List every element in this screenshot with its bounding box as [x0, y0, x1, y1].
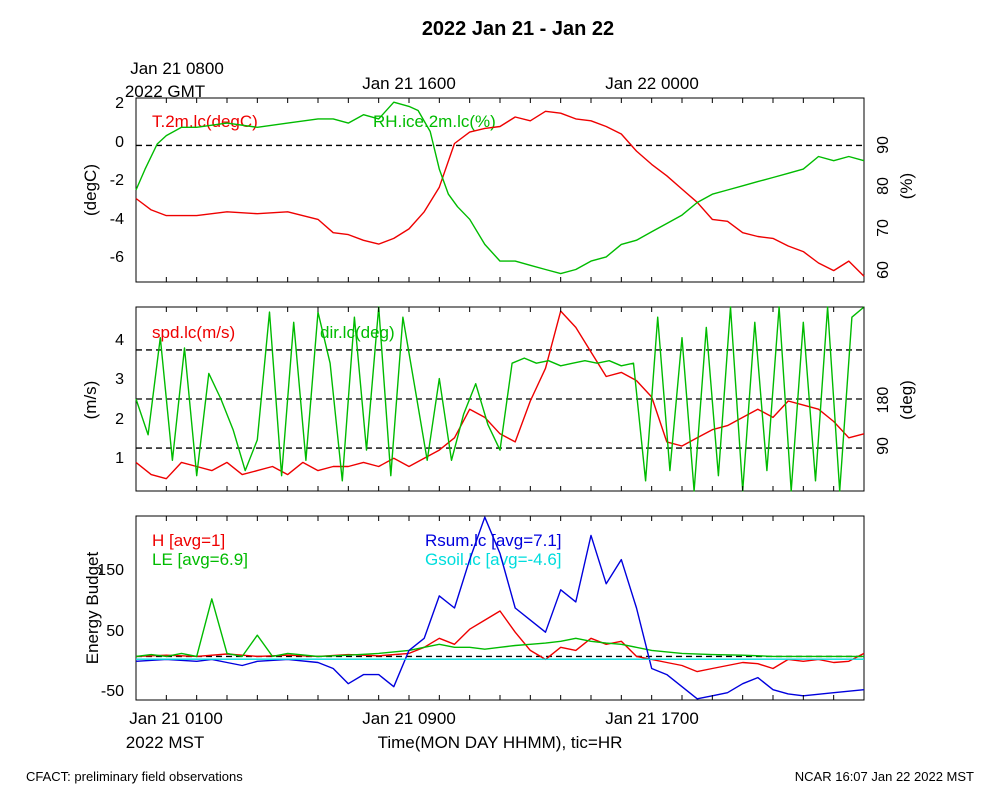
y-axis-label: (m/s): [81, 381, 100, 420]
y2-tick-label: 90: [875, 437, 892, 455]
energy-budget-panel: 150 50 -50 Energy Budget H [avg=1] LE [a…: [83, 515, 865, 701]
bottom-axis-tick-label: Jan 21 0900: [362, 709, 456, 728]
series-line: [135, 610, 865, 673]
top-axis-start-label: Jan 21 0800: [130, 59, 224, 78]
y-tick-label: 2: [115, 411, 124, 428]
y-tick-label: 50: [106, 623, 124, 640]
series-line: [135, 101, 865, 275]
series-line: [135, 310, 865, 480]
x-tick-marks: [135, 98, 865, 282]
legend-series-label: T.2m.lc(degC): [152, 112, 258, 131]
y-tick-label: -2: [110, 172, 124, 189]
temperature-humidity-panel: 2 0 -2 -4 -6 90 80 70 60 (degC) (%) T.2m…: [81, 95, 916, 283]
bottom-axis-tick-label: Jan 21 1700: [605, 709, 699, 728]
series-lines: [135, 101, 865, 277]
legend-series-label: Gsoil.lc [avg=-4.6]: [425, 550, 562, 569]
legend-series-label: H [avg=1]: [152, 531, 225, 550]
legend-series-label: dir.lc(deg): [320, 323, 395, 342]
x-tick-marks: [135, 307, 865, 491]
y2-tick-label: 80: [875, 177, 892, 195]
legend-series-label: Rsum.lc [avg=7.1]: [425, 531, 562, 550]
legend-series-label: LE [avg=6.9]: [152, 550, 248, 569]
y-tick-label: -6: [110, 249, 124, 266]
y-tick-label: -50: [101, 683, 124, 700]
chart-title: 2022 Jan 21 - Jan 22: [422, 18, 614, 40]
y-tick-label: 3: [115, 371, 124, 388]
series-line: [135, 598, 864, 658]
y-axis-label: (degC): [81, 164, 100, 216]
top-axis-tick-label: Jan 21 1600: [362, 74, 456, 93]
bottom-axis-tick-label: Jan 21 0100: [129, 709, 223, 728]
footer-left-note: CFACT: preliminary field observations: [26, 769, 243, 784]
y2-tick-label: 180: [875, 387, 892, 414]
wind-panel: 4 3 2 1 180 90 (m/s) (deg) spd.lc(m/s) d…: [81, 306, 916, 492]
y-tick-label: 2: [115, 95, 124, 112]
y2-axis-label: (deg): [897, 380, 916, 420]
y-axis-label: Energy Budget: [83, 551, 102, 664]
y2-axis-label: (%): [897, 173, 916, 199]
series-lines: [135, 516, 865, 700]
y-tick-label: 4: [115, 332, 124, 349]
y2-tick-label: 90: [875, 136, 892, 154]
legend-series-label: RH.ice.2m.lc(%): [373, 112, 496, 131]
footer-right-note: NCAR 16:07 Jan 22 2022 MST: [795, 769, 974, 784]
y2-tick-label: 70: [875, 219, 892, 237]
x-tick-marks: [135, 516, 865, 700]
y-tick-label: -4: [110, 211, 124, 228]
bottom-axis-year-label: 2022 MST: [126, 733, 204, 752]
legend-series-label: spd.lc(m/s): [152, 323, 235, 342]
series-line: [135, 110, 865, 277]
y-tick-label: 150: [97, 562, 124, 579]
y-tick-label: 0: [115, 134, 124, 151]
top-axis-tick-label: Jan 22 0000: [605, 74, 699, 93]
x-axis-label: Time(MON DAY HHMM), tic=HR: [378, 733, 623, 752]
top-axis-year-label: 2022 GMT: [125, 82, 205, 101]
y2-tick-label: 60: [875, 261, 892, 279]
y-tick-label: 1: [115, 450, 124, 467]
